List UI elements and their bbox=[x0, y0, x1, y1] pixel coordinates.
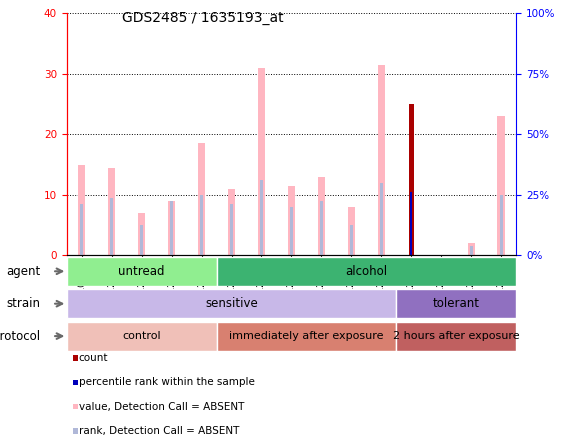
Text: sensitive: sensitive bbox=[205, 297, 258, 310]
Bar bbox=[378, 65, 385, 255]
Bar bbox=[396, 321, 516, 351]
Bar bbox=[467, 243, 475, 255]
Bar bbox=[470, 246, 473, 255]
Bar bbox=[380, 183, 383, 255]
Text: tolerant: tolerant bbox=[433, 297, 480, 310]
Bar bbox=[67, 289, 396, 318]
Text: protocol: protocol bbox=[0, 329, 41, 343]
Text: strain: strain bbox=[6, 297, 41, 310]
Bar bbox=[216, 321, 396, 351]
Bar bbox=[396, 289, 516, 318]
Bar bbox=[260, 180, 263, 255]
Bar bbox=[409, 104, 414, 255]
Bar bbox=[198, 143, 205, 255]
Text: 2 hours after exposure: 2 hours after exposure bbox=[393, 331, 520, 341]
Bar bbox=[168, 201, 175, 255]
Bar bbox=[140, 225, 143, 255]
Text: control: control bbox=[122, 331, 161, 341]
Text: value, Detection Call = ABSENT: value, Detection Call = ABSENT bbox=[79, 402, 244, 412]
Text: untread: untread bbox=[118, 265, 165, 278]
Bar bbox=[110, 198, 113, 255]
Bar bbox=[500, 195, 503, 255]
Bar bbox=[78, 165, 85, 255]
Bar bbox=[108, 167, 115, 255]
Text: immediately after exposure: immediately after exposure bbox=[229, 331, 384, 341]
Bar bbox=[67, 321, 216, 351]
Bar bbox=[318, 177, 325, 255]
Text: rank, Detection Call = ABSENT: rank, Detection Call = ABSENT bbox=[79, 426, 239, 436]
Bar bbox=[170, 201, 173, 255]
Bar bbox=[290, 207, 293, 255]
Text: GDS2485 / 1635193_at: GDS2485 / 1635193_at bbox=[122, 11, 284, 25]
Bar bbox=[320, 201, 323, 255]
Text: count: count bbox=[79, 353, 108, 363]
Bar bbox=[228, 189, 235, 255]
Bar bbox=[80, 204, 83, 255]
Bar bbox=[288, 186, 295, 255]
Text: percentile rank within the sample: percentile rank within the sample bbox=[79, 377, 255, 387]
Bar bbox=[498, 116, 505, 255]
Bar bbox=[258, 68, 265, 255]
Text: alcohol: alcohol bbox=[345, 265, 387, 278]
Bar bbox=[216, 257, 516, 286]
Bar bbox=[230, 204, 233, 255]
Bar bbox=[200, 195, 203, 255]
Bar bbox=[350, 225, 353, 255]
Bar bbox=[347, 207, 355, 255]
Bar bbox=[67, 257, 216, 286]
Bar bbox=[138, 213, 146, 255]
Bar bbox=[410, 192, 412, 255]
Text: agent: agent bbox=[6, 265, 41, 278]
